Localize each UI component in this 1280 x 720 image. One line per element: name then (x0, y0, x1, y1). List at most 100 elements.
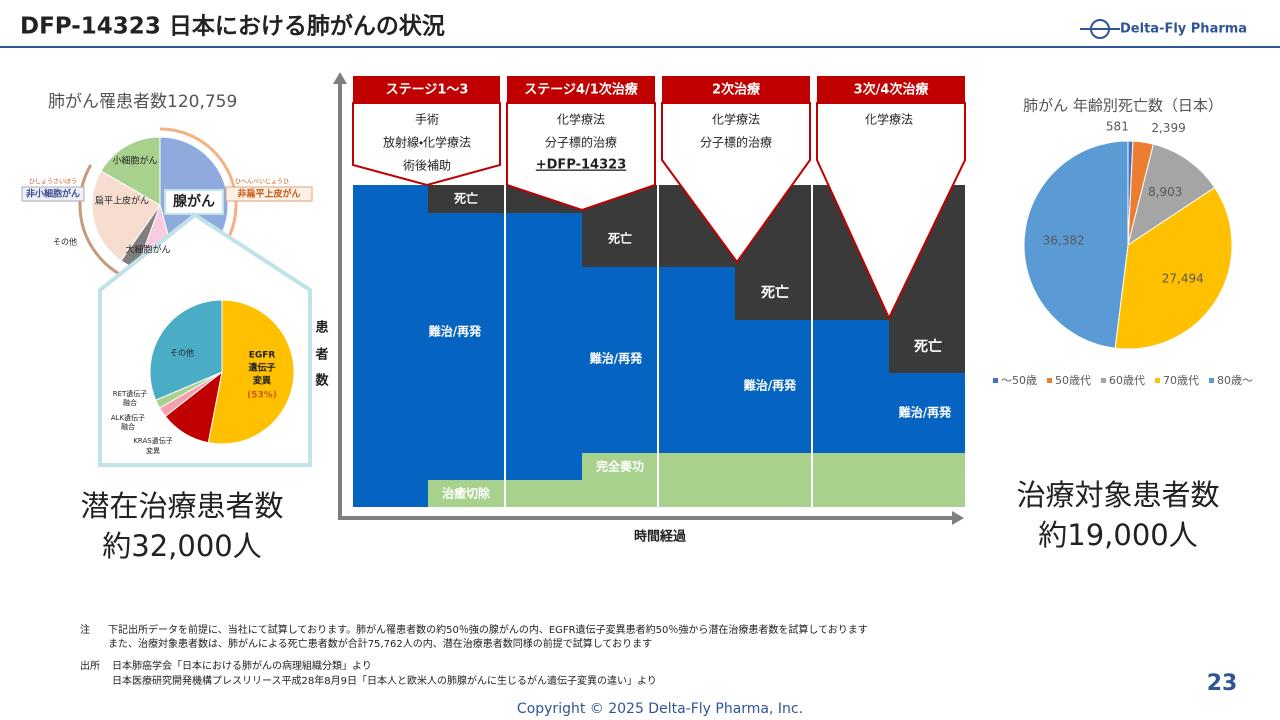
egfr-label: 変異 (253, 375, 271, 387)
tag (21, 186, 85, 202)
cure-area (505, 480, 582, 507)
death-label: 死亡 (913, 338, 942, 355)
stage-title: 3次/4次治療 (854, 82, 930, 98)
relapse-label: 難治/再発 (743, 378, 797, 393)
tag-text: 非扁平上皮がん (237, 188, 300, 200)
x-axis-label: 時間経過 (634, 529, 686, 545)
legend-swatch (1047, 378, 1052, 383)
legend-swatch (993, 378, 998, 383)
data-label: 8,903 (1148, 185, 1182, 199)
death-label: 死亡 (760, 284, 789, 301)
legend-label: 80歳～ (1217, 374, 1253, 387)
stage-header (662, 76, 810, 103)
pie-slice (1127, 143, 1216, 247)
big-number: 治療対象患者数 (1016, 478, 1219, 512)
pie-label: その他 (53, 237, 77, 247)
legend-swatch (1209, 378, 1214, 383)
pie-label: 変異 (146, 446, 160, 455)
death-area (428, 185, 505, 213)
cr-label: 完全奏功 (595, 459, 644, 474)
pie-label: 腺がん (173, 193, 215, 210)
adeno-box (164, 189, 224, 215)
logo-text: Delta-Fly Pharma (1120, 22, 1247, 37)
source: 日本肺癌学会「日本における肺がんの病理組織分類」より (112, 659, 372, 672)
pie-label: その他 (170, 348, 194, 358)
cure-area (428, 480, 505, 507)
source-label: 出所 (80, 659, 100, 672)
egfr-label: 遺伝子 (248, 362, 275, 374)
relapse-label: 難治/再発 (898, 405, 952, 420)
tag-text: 非小細胞がん (26, 188, 80, 200)
mutation-pie (149, 299, 295, 445)
stage-title: ステージ4/1次治療 (524, 82, 639, 98)
page-number: 23 (1207, 671, 1238, 696)
legend-label: 70歳代 (1163, 374, 1199, 387)
source: 日本医療研究開発機構プレスリリース平成28年8月9日「日本人と欧米人の肺腺がんに… (112, 674, 657, 687)
stage-line: 放射線・化学療法 (383, 135, 471, 150)
axis-arrow (952, 511, 964, 525)
treatment-diagram: 死亡 死亡 死亡 死亡 難治/再発 難治/再発 難治/再発 難治/再発 完全奏功… (314, 72, 966, 545)
copyright: Copyright © 2025 Delta-Fly Pharma, Inc. (517, 701, 803, 717)
logo: Delta-Fly Pharma (1080, 19, 1247, 39)
pie-label: 大細胞がん (125, 244, 170, 256)
slide-title: DFP-14323 日本における肺がんの状況 (20, 13, 445, 40)
note: また、治療対象患者数は、肺がんによる死亡患者数が合計75,762人の内、潜在治療… (108, 637, 652, 650)
legend-swatch (1101, 378, 1106, 383)
pie-label: 扁平上皮がん (95, 195, 149, 207)
note: 下記出所データを前提に、当社にて試算しております。肺がん罹患者数の約50％強の腺… (108, 623, 868, 636)
pie-slice (207, 299, 295, 445)
stage-line: 化学療法 (557, 112, 605, 127)
big-number: 潜在治療患者数 (80, 489, 283, 523)
ruby: ひしょうさいぼう (29, 179, 77, 186)
stage-line: 術後補助 (403, 158, 451, 173)
pie-label: 小細胞がん (112, 155, 157, 167)
relapse-label: 難治/再発 (589, 351, 643, 366)
big-number: 約32,000人 (102, 529, 261, 563)
pie-label: 融合 (121, 422, 135, 431)
legend-label: 50歳代 (1055, 374, 1091, 387)
data-label: 27,494 (1162, 271, 1204, 285)
egfr-label: EGFR (249, 351, 276, 361)
legend-label: 60歳代 (1109, 374, 1145, 387)
stage-line: 化学療法 (865, 112, 913, 127)
legend-label: ～50歳 (1001, 374, 1037, 387)
stage-title: ステージ1～3 (386, 83, 469, 98)
stage-header (353, 76, 500, 103)
stage-line: +DFP-14323 (536, 158, 627, 173)
y-axis-label: 者 (314, 347, 328, 363)
stage-line: 手術 (415, 112, 439, 127)
incidence-title: 肺がん罹患者数120,759 (48, 92, 237, 112)
y-axis-label: 数 (314, 373, 329, 389)
pie-label: KRAS遺伝子 (133, 436, 172, 445)
pie-slice (91, 170, 161, 262)
cure-label: 治癒切除 (442, 486, 491, 501)
cr-area (582, 453, 965, 507)
pie-slice (100, 136, 161, 206)
stage-line: 分子標的治療 (545, 135, 617, 150)
chart-title: 肺がん 年齢別死亡数（日本） (1023, 97, 1223, 115)
data-label: 36,382 (1043, 233, 1085, 247)
tag (225, 186, 313, 202)
stage-line: 分子標的治療 (700, 135, 772, 150)
pie-label: ALK遺伝子 (111, 413, 145, 422)
ruby: ひへんぺいじょうひ (235, 179, 289, 186)
death-label: 死亡 (607, 231, 632, 246)
note-label: 注 (80, 623, 90, 636)
relapse-label: 難治/再発 (428, 324, 482, 339)
stage-title: 2次治療 (712, 82, 761, 98)
y-axis-label: 患 (315, 320, 328, 336)
stage-header (507, 76, 655, 103)
pie-label: 融合 (123, 398, 137, 407)
pie-slice (1114, 186, 1233, 350)
big-number: 約19,000人 (1038, 518, 1197, 552)
death-label: 死亡 (453, 191, 478, 206)
pie-label: RET遺伝子 (113, 389, 148, 398)
legend: ～50歳 50歳代 60歳代 70歳代 80歳～ (993, 374, 1253, 387)
pie-slice (1023, 140, 1129, 349)
pie-slice (149, 299, 223, 401)
axis-arrow (333, 72, 347, 84)
age-pie: 581 2,399 8,903 27,494 36,382 (1023, 120, 1233, 350)
egfr-label: (53%) (247, 391, 277, 401)
stage-header (817, 76, 965, 103)
